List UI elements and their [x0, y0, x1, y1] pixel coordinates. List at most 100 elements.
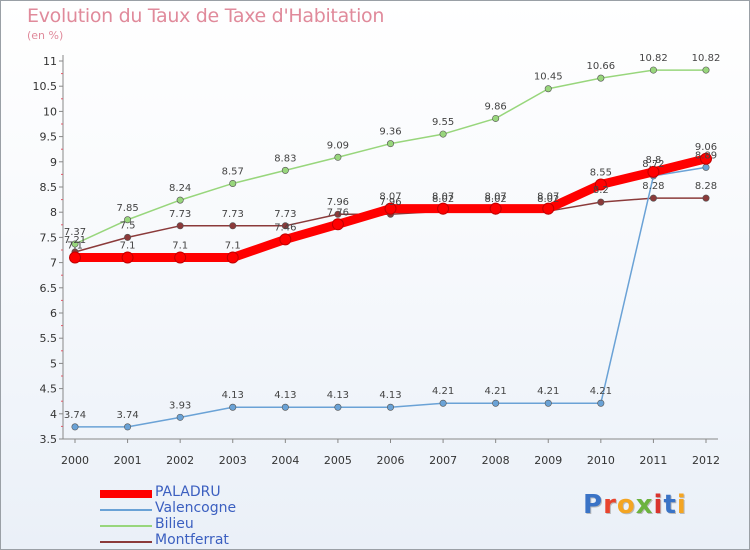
data-label: 10.82 [692, 53, 721, 64]
data-label: 7.1 [67, 241, 83, 252]
legend-swatch [100, 490, 152, 498]
chart-subtitle: (en %) [27, 29, 64, 42]
data-label: 7.73 [222, 209, 244, 220]
data-point [542, 202, 555, 215]
data-point [174, 251, 187, 264]
data-label: 4.13 [274, 390, 296, 401]
data-label: 8.02 [537, 194, 559, 205]
data-point [334, 403, 342, 411]
y-tick-label: 8.5 [40, 181, 58, 194]
data-label: 3.74 [116, 410, 138, 421]
legend-label: Valencogne [155, 500, 237, 516]
data-point [279, 233, 292, 246]
data-point [331, 218, 344, 231]
data-label: 8.72 [642, 159, 664, 170]
data-label: 7.46 [274, 222, 296, 233]
data-point [597, 399, 605, 407]
data-point [702, 194, 710, 202]
data-label: 9.86 [485, 101, 507, 112]
data-label: 8.07 [379, 192, 401, 203]
data-label: 3.93 [169, 400, 191, 411]
data-label: 7.1 [225, 241, 241, 252]
data-point [71, 423, 79, 431]
data-label: 7.37 [64, 227, 86, 238]
data-label: 7.96 [327, 197, 349, 208]
line-chart: 3.5 4 4.5 5 5.5 6 6.5 7 7.5 8 8.5 9 9.5 10 10.5 11 2000 2… [33, 53, 721, 467]
data-point [384, 202, 397, 215]
data-point [597, 198, 605, 206]
logo-letter: i [653, 490, 664, 520]
logo-letter: x [635, 490, 654, 520]
data-label: 8.2 [593, 185, 609, 196]
legend-label: PALADRU [155, 484, 221, 500]
data-point [386, 140, 394, 148]
data-point [229, 403, 237, 411]
y-tick-label: 11 [43, 55, 57, 68]
data-label: 9.55 [432, 117, 454, 128]
data-point [437, 202, 450, 215]
x-tick-label: 2007 [429, 454, 457, 467]
y-tick-label: 7 [50, 257, 57, 270]
data-label: 8.02 [432, 194, 454, 205]
logo-letter: t [663, 490, 677, 520]
x-tick-label: 2003 [219, 454, 247, 467]
y-tick-label: 5.5 [40, 332, 58, 345]
data-label: 7.73 [274, 209, 296, 220]
data-point [647, 165, 660, 178]
data-point [69, 251, 81, 264]
x-tick-label: 2006 [377, 454, 405, 467]
data-label: 7.73 [169, 209, 191, 220]
data-label: 8.24 [169, 183, 191, 194]
data-point [700, 152, 712, 165]
data-point [124, 233, 132, 241]
data-label: 7.21 [64, 235, 86, 246]
data-point [544, 85, 552, 93]
logo-letter: i [676, 490, 687, 520]
data-label: 4.13 [222, 390, 244, 401]
data-label: 10.82 [639, 53, 668, 64]
x-tick-label: 2005 [324, 454, 352, 467]
legend-swatch [100, 509, 152, 511]
data-label: 4.21 [537, 386, 559, 397]
data-label: 4.21 [485, 386, 507, 397]
data-label: 4.21 [432, 386, 454, 397]
data-point [176, 196, 184, 204]
data-point [702, 66, 710, 74]
data-label: 9.09 [327, 140, 349, 151]
x-tick-label: 2004 [271, 454, 299, 467]
x-tick-label: 2010 [587, 454, 615, 467]
logo-letter: P [583, 490, 604, 520]
y-tick-label: 6.5 [40, 282, 58, 295]
x-tick-label: 2000 [61, 454, 89, 467]
series-bilieu [71, 66, 710, 248]
data-point [124, 216, 132, 224]
series-paladru [69, 152, 712, 264]
data-label: 4.21 [590, 386, 612, 397]
data-point [281, 403, 289, 411]
data-label: 8.89 [695, 150, 717, 161]
data-label: 8.28 [695, 181, 717, 192]
data-point [124, 423, 132, 431]
data-label: 8.02 [485, 194, 507, 205]
chart-title: Evolution du Taux de Taxe d'Habitation [27, 5, 385, 27]
data-label: 8.07 [432, 192, 454, 203]
data-label: 8.07 [537, 192, 559, 203]
data-point [334, 210, 342, 218]
logo-letter: r [603, 490, 617, 520]
data-label: 7.85 [116, 203, 138, 214]
data-point [597, 74, 605, 82]
x-tick-label: 2011 [639, 454, 667, 467]
logo-letter: o [616, 490, 636, 520]
x-tick-label: 2008 [482, 454, 510, 467]
data-point [489, 202, 502, 215]
series-valencogne [71, 163, 710, 431]
data-label: 10.66 [587, 61, 616, 72]
data-point [71, 240, 79, 248]
data-label: 4.13 [379, 390, 401, 401]
y-tick-label: 5 [50, 357, 57, 370]
data-label: 7.1 [172, 241, 188, 252]
y-tick-label: 10 [43, 105, 57, 118]
data-point [176, 222, 184, 230]
data-label: 8.57 [222, 166, 244, 177]
